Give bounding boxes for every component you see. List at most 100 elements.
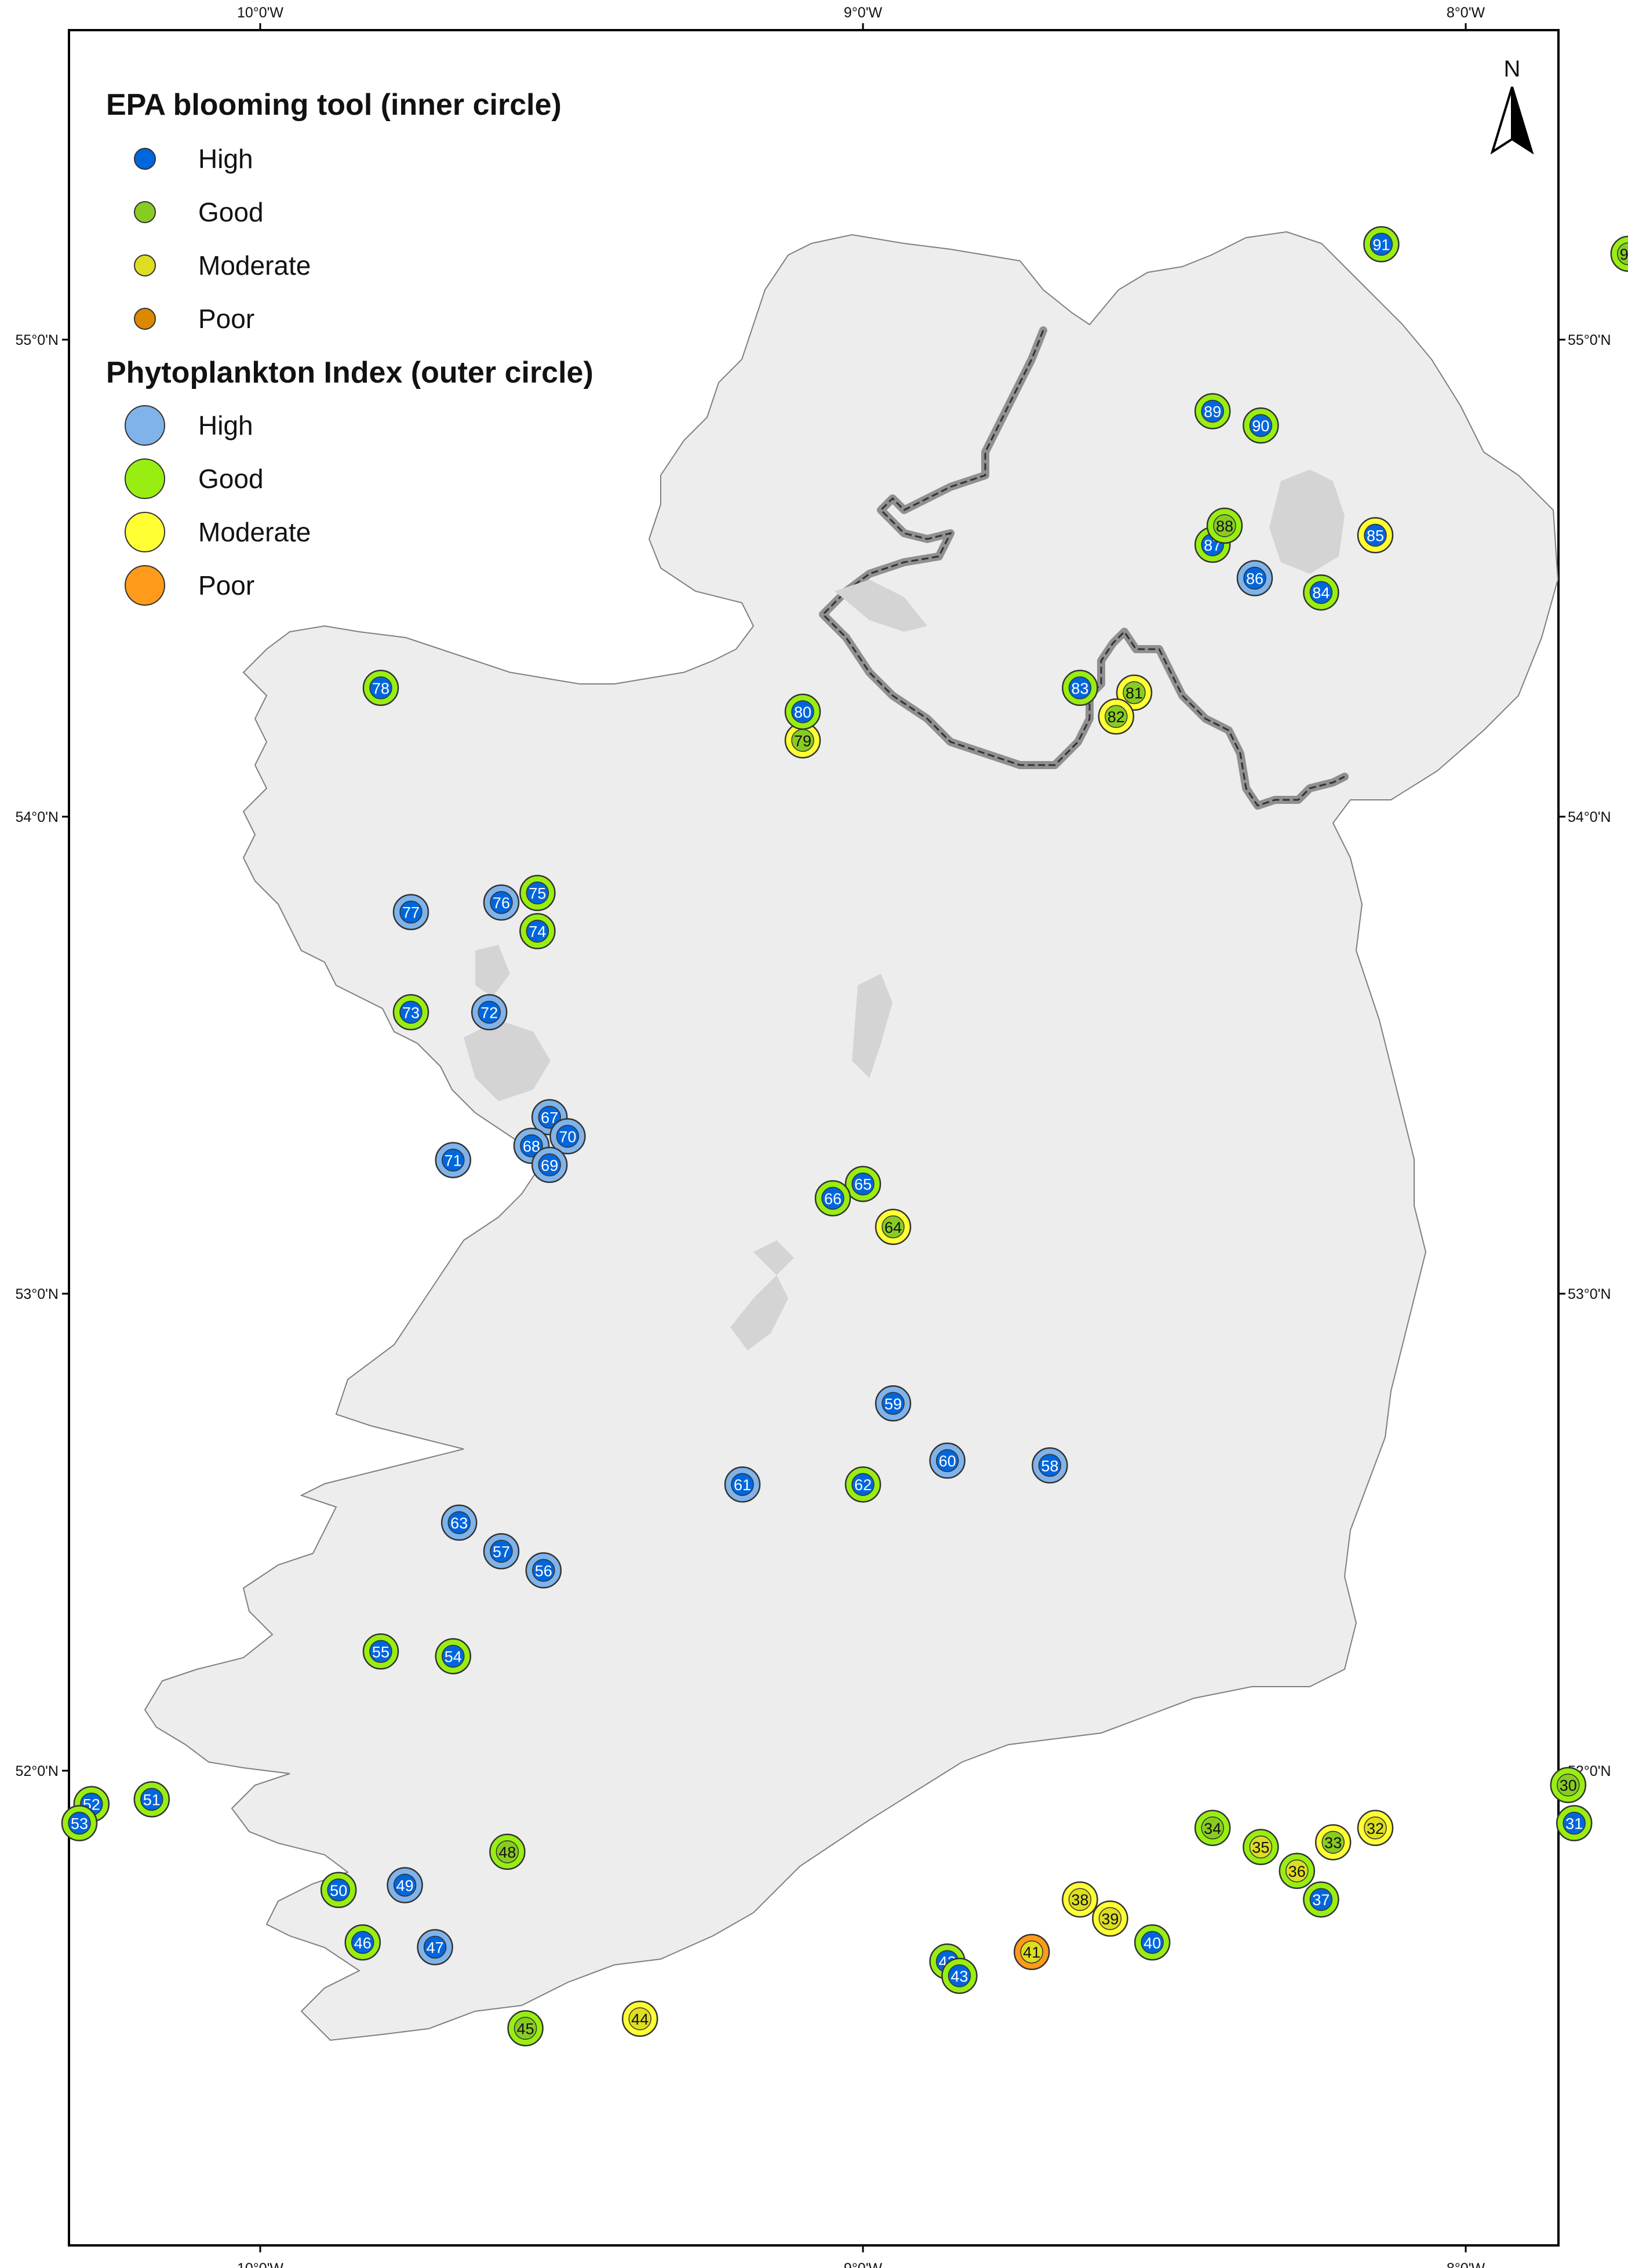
site-41[interactable]: 41 <box>1013 1934 1050 1970</box>
legend-inner-swatch-high <box>134 148 156 170</box>
legend-outer-title: Phytoplankton Index (outer circle) <box>106 356 593 389</box>
site-39[interactable]: 39 <box>1092 1900 1128 1937</box>
site-49[interactable]: 49 <box>387 1867 423 1903</box>
site-inner-circle <box>1141 1931 1164 1954</box>
site-35[interactable]: 35 <box>1243 1829 1279 1865</box>
site-54[interactable]: 54 <box>435 1638 472 1674</box>
site-91[interactable]: 91 <box>1363 226 1400 263</box>
site-43[interactable]: 43 <box>941 1957 978 1994</box>
site-inner-circle <box>935 1449 959 1472</box>
site-74[interactable]: 74 <box>519 913 556 949</box>
site-55[interactable]: 55 <box>362 1633 399 1670</box>
site-76[interactable]: 76 <box>483 884 520 921</box>
site-60[interactable]: 60 <box>929 1442 966 1479</box>
site-number: 64 <box>884 1219 902 1236</box>
site-34[interactable]: 34 <box>1194 1810 1231 1847</box>
site-92[interactable]: 92 <box>1610 235 1628 272</box>
site-89[interactable]: 89 <box>1194 393 1231 429</box>
longitude-ticks: 10°0'W10°0'W9°0'W9°0'W8°0'W8°0'W7°0'W7°0… <box>237 5 1485 2268</box>
site-number: 75 <box>529 885 546 902</box>
site-66[interactable]: 66 <box>814 1180 851 1217</box>
site-84[interactable]: 84 <box>1303 574 1339 611</box>
site-71[interactable]: 71 <box>435 1142 472 1178</box>
site-47[interactable]: 47 <box>417 1929 453 1965</box>
site-72[interactable]: 72 <box>471 994 508 1031</box>
site-inner-circle <box>327 1879 350 1902</box>
site-inner-circle <box>538 1105 561 1129</box>
site-44[interactable]: 44 <box>621 2000 658 2037</box>
north-label: N <box>1504 56 1521 82</box>
site-45[interactable]: 45 <box>507 2010 544 2047</box>
site-inner-circle <box>532 1559 555 1582</box>
site-64[interactable]: 64 <box>875 1208 912 1246</box>
site-65[interactable]: 65 <box>844 1166 882 1202</box>
site-number: 40 <box>1143 1934 1161 1952</box>
site-inner-circle <box>851 1172 875 1196</box>
site-77[interactable]: 77 <box>392 894 429 930</box>
site-75[interactable]: 75 <box>519 875 556 911</box>
site-50[interactable]: 50 <box>320 1872 357 1908</box>
site-38[interactable]: 38 <box>1062 1881 1098 1918</box>
legend-inner-swatch-moderate <box>134 254 156 276</box>
site-48[interactable]: 48 <box>489 1833 526 1870</box>
site-number: 58 <box>1041 1457 1058 1475</box>
legend-inner-swatch-poor <box>134 308 156 330</box>
site-62[interactable]: 62 <box>844 1466 882 1503</box>
lat-tick-label-left: 52°0'N <box>15 1763 59 1779</box>
site-number: 45 <box>517 2020 534 2037</box>
site-number: 76 <box>493 894 510 912</box>
site-51[interactable]: 51 <box>133 1781 170 1818</box>
site-inner-circle <box>851 1473 875 1496</box>
site-40[interactable]: 40 <box>1134 1924 1171 1961</box>
site-58[interactable]: 58 <box>1032 1447 1068 1484</box>
site-number: 44 <box>631 2011 649 2028</box>
site-90[interactable]: 90 <box>1243 407 1279 444</box>
legend-outer-swatch-good <box>125 458 165 499</box>
site-37[interactable]: 37 <box>1303 1881 1339 1918</box>
site-85[interactable]: 85 <box>1357 517 1394 554</box>
site-73[interactable]: 73 <box>392 994 429 1031</box>
site-70[interactable]: 70 <box>549 1118 586 1155</box>
site-number: 54 <box>445 1648 462 1665</box>
lon-tick-label-bottom: 10°0'W <box>237 2260 283 2268</box>
site-59[interactable]: 59 <box>875 1385 912 1422</box>
site-33[interactable]: 33 <box>1314 1824 1352 1861</box>
lat-tick-label-left: 54°0'N <box>15 809 59 825</box>
site-number: 65 <box>854 1176 872 1193</box>
site-inner-circle <box>538 1153 561 1177</box>
site-86[interactable]: 86 <box>1236 560 1273 596</box>
legend-outer-swatch-moderate <box>125 512 165 552</box>
site-number: 41 <box>1023 1944 1040 1961</box>
site-inner-circle <box>351 1931 374 1954</box>
site-79[interactable]: 79 <box>784 722 821 759</box>
site-46[interactable]: 46 <box>344 1924 381 1961</box>
lat-tick-label-left: 53°0'N <box>15 1286 59 1302</box>
site-31[interactable]: 31 <box>1556 1805 1593 1841</box>
site-88[interactable]: 88 <box>1206 507 1243 544</box>
site-80[interactable]: 80 <box>784 693 821 730</box>
site-53[interactable]: 53 <box>61 1805 98 1841</box>
lon-tick-label-bottom: 8°0'W <box>1447 2260 1485 2268</box>
site-56[interactable]: 56 <box>525 1552 562 1589</box>
site-inner-circle <box>447 1511 471 1534</box>
site-69[interactable]: 69 <box>531 1146 568 1184</box>
site-78[interactable]: 78 <box>362 669 399 707</box>
site-inner-circle <box>1563 1811 1586 1835</box>
site-82[interactable]: 82 <box>1098 698 1135 735</box>
site-63[interactable]: 63 <box>440 1504 478 1541</box>
site-number: 55 <box>372 1643 389 1661</box>
legend-outer-items: High Good Moderate Poor <box>125 405 311 606</box>
site-number: 31 <box>1565 1815 1583 1833</box>
site-inner-circle <box>1201 1816 1224 1840</box>
lat-tick-label-right: 53°0'N <box>1568 1286 1611 1302</box>
site-36[interactable]: 36 <box>1279 1852 1316 1890</box>
site-30[interactable]: 30 <box>1550 1767 1587 1803</box>
site-61[interactable]: 61 <box>724 1466 761 1503</box>
site-83[interactable]: 83 <box>1062 669 1098 707</box>
site-number: 39 <box>1101 1910 1119 1928</box>
site-57[interactable]: 57 <box>483 1533 520 1570</box>
legend-inner-label-poor: Poor <box>198 304 254 334</box>
site-inner-circle <box>478 1000 501 1024</box>
site-32[interactable]: 32 <box>1357 1810 1394 1847</box>
site-number: 81 <box>1126 685 1143 702</box>
